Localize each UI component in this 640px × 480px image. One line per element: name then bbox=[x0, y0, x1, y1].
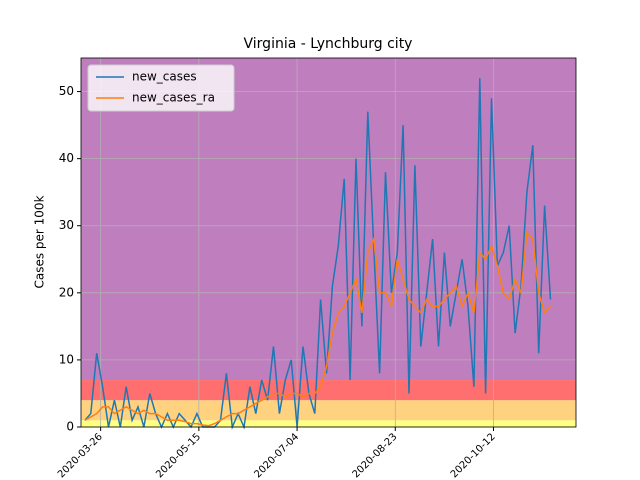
x-tick-label: 2020-07-04 bbox=[252, 431, 301, 480]
legend-box bbox=[87, 64, 235, 112]
y-axis-label: Cases per 100k bbox=[33, 195, 47, 288]
risk-band bbox=[81, 400, 576, 421]
series-line bbox=[84, 230, 552, 427]
y-tick-label: 20 bbox=[59, 285, 74, 299]
y-tick-label: 10 bbox=[59, 352, 74, 366]
risk-band bbox=[81, 380, 576, 401]
x-tick-label: 2020-08-23 bbox=[351, 431, 400, 480]
y-tick-label: 30 bbox=[59, 218, 74, 232]
legend-label: new_cases bbox=[132, 70, 197, 84]
plot-frame bbox=[80, 57, 577, 428]
legend: new_cases new_cases_ra bbox=[87, 64, 235, 112]
chart-title: Virginia - Lynchburg city bbox=[244, 36, 413, 52]
y-tick-label: 40 bbox=[59, 151, 74, 165]
x-tick-label: 2020-10-12 bbox=[449, 431, 498, 480]
y-tick-label: 50 bbox=[59, 84, 74, 98]
x-tick-label: 2020-05-15 bbox=[154, 431, 203, 480]
y-tick-label: 0 bbox=[66, 420, 74, 434]
legend-label: new_cases_ra bbox=[132, 91, 215, 105]
x-tick-label: 2020-03-26 bbox=[56, 431, 105, 480]
risk-band bbox=[81, 420, 576, 427]
series-line bbox=[84, 78, 552, 430]
